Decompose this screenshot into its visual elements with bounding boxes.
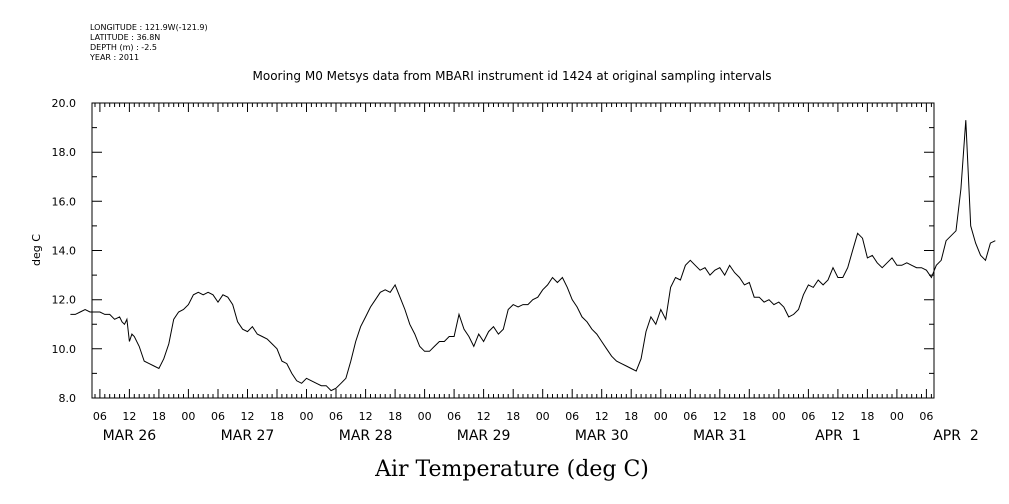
x-tick-label: 12 [595,410,609,423]
x-day-label: MAR 31 [693,428,747,444]
x-day-label: MAR 26 [103,428,157,444]
x-tick-label: 06 [683,410,697,423]
x-tick-label: 06 [93,410,107,423]
minor-tick-group [92,102,934,399]
x-tick-label: 06 [801,410,815,423]
metadata-block: LONGITUDE : 121.9W(-121.9) LATITUDE : 36… [89,23,208,62]
x-tick-label: 18 [506,410,520,423]
y-tick-label: 20.0 [52,97,77,110]
chart-title: Mooring M0 Metsys data from MBARI instru… [253,69,772,83]
series-line-air-temperature [70,120,996,392]
y-axis: 8.0 10.0 12.0 14.0 16.0 18.0 20.0 [52,97,77,405]
x-day-label: MAR 27 [221,428,275,444]
y-tick-label: 10.0 [52,343,77,356]
x-tick-label: 06 [447,410,461,423]
x-tick-label: 00 [418,410,432,423]
x-tick-label: 18 [152,410,166,423]
meta-year: YEAR : 2011 [89,53,139,62]
x-tick-label: 00 [181,410,195,423]
x-day-label: MAR 30 [575,428,629,444]
x-tick-label: 12 [831,410,845,423]
meta-longitude: LONGITUDE : 121.9W(-121.9) [90,23,208,32]
x-tick-label: 12 [122,410,136,423]
x-tick-label: 00 [300,410,314,423]
axis-tick-marks [92,102,934,399]
plot-frame [91,102,935,399]
y-tick-label: 16.0 [52,195,77,208]
meta-latitude: LATITUDE : 36.8N [90,33,160,42]
x-day-label: MAR 29 [457,428,511,444]
x-axis-label: Air Temperature (deg C) [374,457,649,482]
x-tick-label: 18 [742,410,756,423]
x-tick-label: 18 [270,410,284,423]
y-tick-label: 12.0 [52,294,77,307]
x-tick-label: 12 [713,410,727,423]
x-tick-label: 06 [211,410,225,423]
x-tick-label: 12 [241,410,255,423]
x-axis: 06 12 18 00 06 12 18 00 06 12 18 00 06 12 18 00 06 12 18 00… [93,410,979,444]
x-tick-label: 18 [860,410,874,423]
x-tick-label: 12 [359,410,373,423]
x-tick-label: 00 [772,410,786,423]
y-axis-label: deg C [30,234,43,266]
y-tick-label: 8.0 [59,392,77,405]
meta-depth: DEPTH (m) : -2.5 [90,43,157,52]
y-tick-label: 18.0 [52,146,77,159]
y-tick-label: 14.0 [52,245,77,258]
x-tick-label: 18 [388,410,402,423]
x-day-label: APR 1 [815,428,861,444]
x-tick-label: 06 [919,410,933,423]
x-day-label: MAR 28 [339,428,393,444]
x-tick-label: 18 [624,410,638,423]
x-day-label: APR 2 [933,428,979,444]
x-tick-label: 00 [536,410,550,423]
x-tick-label: 12 [477,410,491,423]
x-tick-label: 06 [565,410,579,423]
x-tick-label: 00 [654,410,668,423]
x-tick-label: 06 [329,410,343,423]
x-tick-label: 00 [890,410,904,423]
